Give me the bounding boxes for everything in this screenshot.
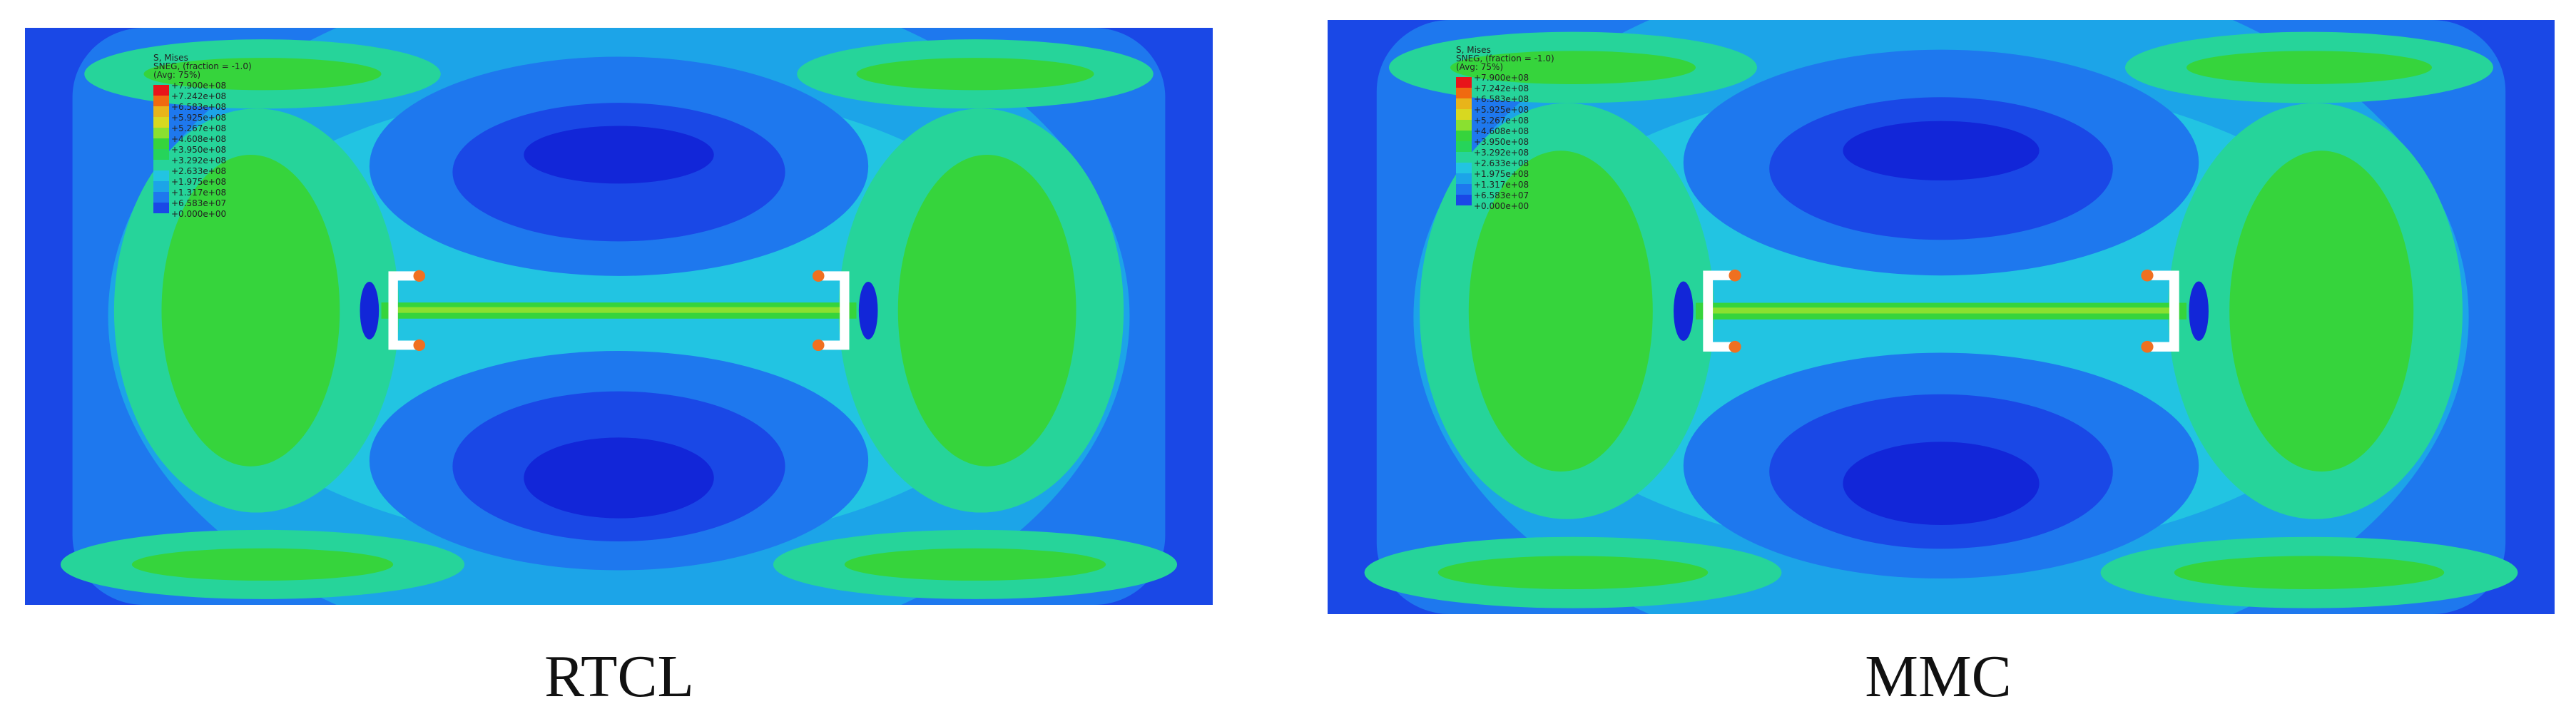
- legend-labels: +7.900e+08 +7.242e+08 +6.583e+08 +5.925e+08…: [1474, 73, 1529, 212]
- color-band: [153, 181, 169, 192]
- legend-header: SNEG, (fraction = -1.0): [1456, 53, 1554, 63]
- caption: MMC: [1865, 643, 2012, 710]
- legend-bar: +7.900e+08 +7.242e+08 +6.583e+08 +5.925e+08…: [153, 81, 252, 220]
- legend-label: +7.242e+08: [1474, 83, 1529, 93]
- color-band: [153, 149, 169, 160]
- color-band: [1456, 195, 1472, 205]
- legend-label: +1.975e+08: [171, 177, 227, 187]
- legend-label: +4.608e+08: [171, 134, 227, 144]
- legend-label: +3.292e+08: [171, 155, 227, 165]
- legend-header: SNEG, (fraction = -1.0): [153, 61, 252, 71]
- legend-label: +6.583e+08: [171, 102, 227, 112]
- legend-label: +4.608e+08: [1474, 126, 1529, 136]
- contour-plot: S, Mises SNEG, (fraction = -1.0) (Avg: 75%…: [25, 28, 1213, 605]
- legend-label: +1.317e+08: [171, 188, 227, 198]
- color-band: [153, 96, 169, 106]
- legend-label: +1.317e+08: [1474, 180, 1529, 190]
- color-bar: [1456, 77, 1472, 212]
- color-band: [1456, 98, 1472, 109]
- color-band: [1456, 141, 1472, 152]
- color-band: [153, 106, 169, 117]
- contour-plot: S, Mises SNEG, (fraction = -1.0) (Avg: 75%…: [1328, 20, 2555, 614]
- legend-label: +6.583e+08: [1474, 94, 1529, 104]
- legend-header: (Avg: 75%): [1456, 62, 1504, 72]
- legend-label: +7.242e+08: [171, 91, 227, 101]
- color-band: [1456, 120, 1472, 131]
- color-band: [153, 85, 169, 96]
- color-band: [153, 192, 169, 203]
- legend-label: +7.900e+08: [1474, 73, 1529, 83]
- legend: S, Mises SNEG, (fraction = -1.0) (Avg: 75%…: [153, 53, 252, 220]
- legend-label: +5.267e+08: [1474, 116, 1529, 126]
- color-band: [1456, 152, 1472, 163]
- color-band: [1456, 163, 1472, 173]
- legend-label: +5.267e+08: [171, 123, 227, 133]
- color-band: [153, 138, 169, 149]
- legend-labels: +7.900e+08 +7.242e+08 +6.583e+08 +5.925e+08…: [171, 81, 226, 220]
- color-band: [1456, 184, 1472, 195]
- legend-label: +0.000e+00: [171, 209, 227, 219]
- color-band: [153, 117, 169, 128]
- legend-label: +0.000e+00: [1474, 201, 1529, 211]
- legend-label: +2.633e+08: [171, 166, 227, 176]
- color-band: [1456, 77, 1472, 88]
- legend-header: S, Mises: [153, 53, 188, 63]
- color-band: [1456, 88, 1472, 98]
- legend-label: +3.950e+08: [171, 145, 227, 155]
- legend-label: +6.583e+07: [171, 198, 227, 208]
- legend-label: +7.900e+08: [171, 81, 227, 91]
- legend-label: +5.925e+08: [1474, 105, 1529, 115]
- color-band: [153, 203, 169, 213]
- color-band: [153, 170, 169, 181]
- legend: S, Mises SNEG, (fraction = -1.0) (Avg: 75%…: [1456, 46, 1554, 212]
- color-band: [1456, 131, 1472, 141]
- color-bar: [153, 85, 169, 220]
- legend-label: +5.925e+08: [171, 113, 227, 123]
- legend-label: +6.583e+07: [1474, 190, 1529, 200]
- color-band: [153, 160, 169, 170]
- legend-label: +1.975e+08: [1474, 169, 1529, 179]
- legend-bar: +7.900e+08 +7.242e+08 +6.583e+08 +5.925e+08…: [1456, 73, 1554, 212]
- caption: RTCL: [544, 643, 694, 710]
- legend-label: +2.633e+08: [1474, 158, 1529, 168]
- color-band: [153, 128, 169, 138]
- legend-header: (Avg: 75%): [153, 70, 201, 80]
- legend-header: S, Mises: [1456, 45, 1491, 55]
- legend-label: +3.292e+08: [1474, 148, 1529, 158]
- color-band: [1456, 109, 1472, 120]
- legend-label: +3.950e+08: [1474, 137, 1529, 147]
- color-band: [1456, 173, 1472, 184]
